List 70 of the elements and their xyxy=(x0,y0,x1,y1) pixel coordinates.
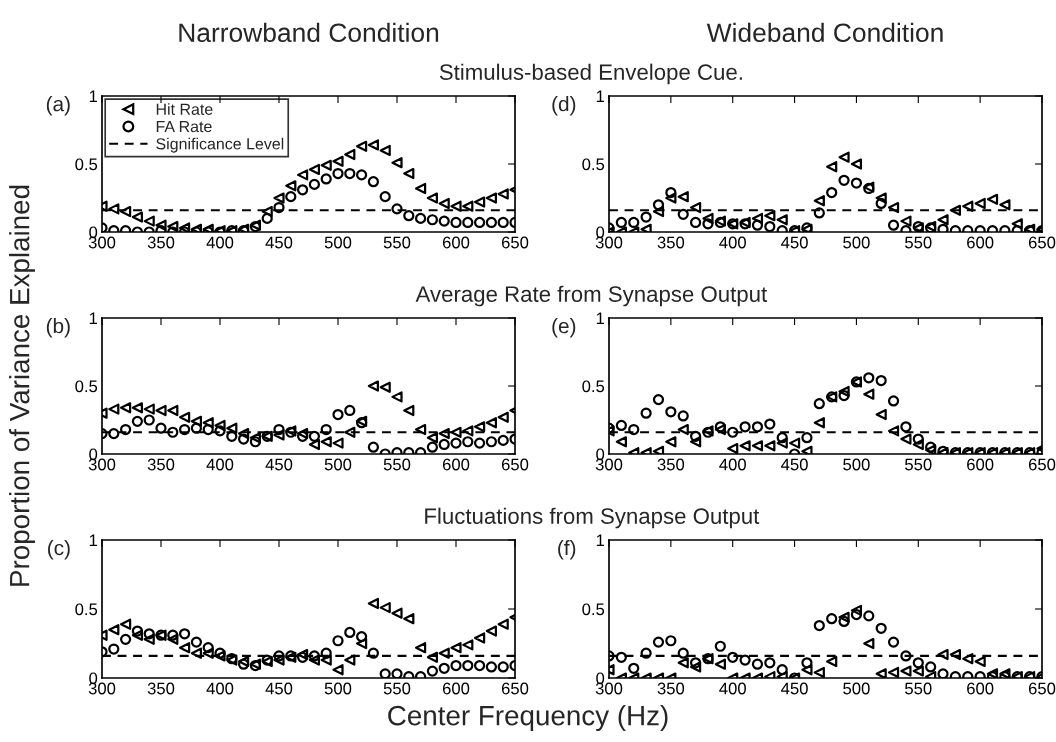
x-tick-label: 500 xyxy=(843,682,870,695)
x-tick-label: 550 xyxy=(383,682,411,695)
x-tick-label: 500 xyxy=(324,458,352,471)
text: Fluctuations from Synapse Output xyxy=(425,507,760,529)
legend-label: Significance Level xyxy=(156,137,284,153)
y-tick-label: 1 xyxy=(596,90,605,103)
x-tick-label: 650 xyxy=(501,236,529,249)
x-tick-label: 450 xyxy=(265,236,293,249)
text: (e) xyxy=(552,318,576,338)
text: (c) xyxy=(48,540,70,560)
y-tick-label: 1 xyxy=(596,534,605,547)
x-tick-label: 550 xyxy=(905,682,932,695)
x-tick-label: 650 xyxy=(1028,682,1056,695)
x-tick-label: 350 xyxy=(657,682,685,695)
x-tick-label: 450 xyxy=(265,458,293,471)
y-tick-label: 0.5 xyxy=(582,603,605,616)
x-tick-label: 400 xyxy=(719,458,746,471)
text: (b) xyxy=(46,318,70,338)
x-tick-label: 550 xyxy=(905,458,932,471)
x-tick-label: 600 xyxy=(442,458,470,471)
x-tick-label: 400 xyxy=(719,236,746,249)
x-tick-label: 650 xyxy=(501,682,529,695)
x-tick-label: 400 xyxy=(206,458,234,471)
y-tick-label: 1 xyxy=(596,312,605,325)
text: (d) xyxy=(552,96,576,116)
x-tick-label: 500 xyxy=(324,682,352,695)
x-tick-label: 500 xyxy=(324,236,352,249)
chart-title: Wideband Condition xyxy=(706,22,943,43)
x-tick-label: 350 xyxy=(147,458,175,471)
x-tick-label: 350 xyxy=(147,682,175,695)
chart-title: Narrowband Condition xyxy=(179,22,439,43)
text: (f) xyxy=(558,540,576,560)
legend-label: Hit Rate xyxy=(156,103,213,115)
text: Stimulus-based Envelope Cue. xyxy=(439,63,742,85)
x-tick-label: 550 xyxy=(905,236,932,249)
x-tick-label: 650 xyxy=(501,458,529,471)
x-tick-label: 500 xyxy=(843,458,870,471)
x-tick-label: 450 xyxy=(781,682,808,695)
x-tick-label: 550 xyxy=(383,458,411,471)
x-tick-label: 400 xyxy=(206,682,234,695)
y-tick-label: 0.5 xyxy=(75,380,98,393)
x-tick-label: 350 xyxy=(657,458,685,471)
y-tick-label: 0.5 xyxy=(582,380,605,393)
text: Average Rate from Synapse Output xyxy=(415,285,768,307)
y-tick-label: 1 xyxy=(89,90,98,103)
y-tick-label: 1 xyxy=(89,534,98,547)
x-tick-label: 550 xyxy=(383,236,411,249)
x-tick-label: 450 xyxy=(265,682,293,695)
x-tick-label: 600 xyxy=(442,236,470,249)
x-tick-label: 450 xyxy=(781,236,808,249)
x-tick-label: 650 xyxy=(1028,458,1056,471)
x-tick-label: 600 xyxy=(967,682,994,695)
legend-label: FA Rate xyxy=(156,121,212,133)
y-tick-label: 0.5 xyxy=(75,603,98,616)
x-tick-label: 350 xyxy=(657,236,685,249)
text: (a) xyxy=(46,96,70,116)
x-tick-label: 450 xyxy=(781,458,808,471)
y-tick-label: 1 xyxy=(89,312,98,325)
x-tick-label: 600 xyxy=(967,458,994,471)
x-tick-label: 350 xyxy=(147,236,175,249)
x-tick-label: 650 xyxy=(1028,236,1056,249)
x-tick-label: 400 xyxy=(206,236,234,249)
x-tick-label: 600 xyxy=(442,682,470,695)
x-tick-label: 400 xyxy=(719,682,746,695)
x-tick-label: 500 xyxy=(843,236,870,249)
y-axis-title: Proportion of Variance Explained xyxy=(9,185,35,586)
y-tick-label: 0.5 xyxy=(582,158,605,171)
x-axis-title: Center Frequency (Hz) xyxy=(388,705,668,731)
y-tick-label: 0.5 xyxy=(75,158,98,171)
x-tick-label: 600 xyxy=(967,236,994,249)
